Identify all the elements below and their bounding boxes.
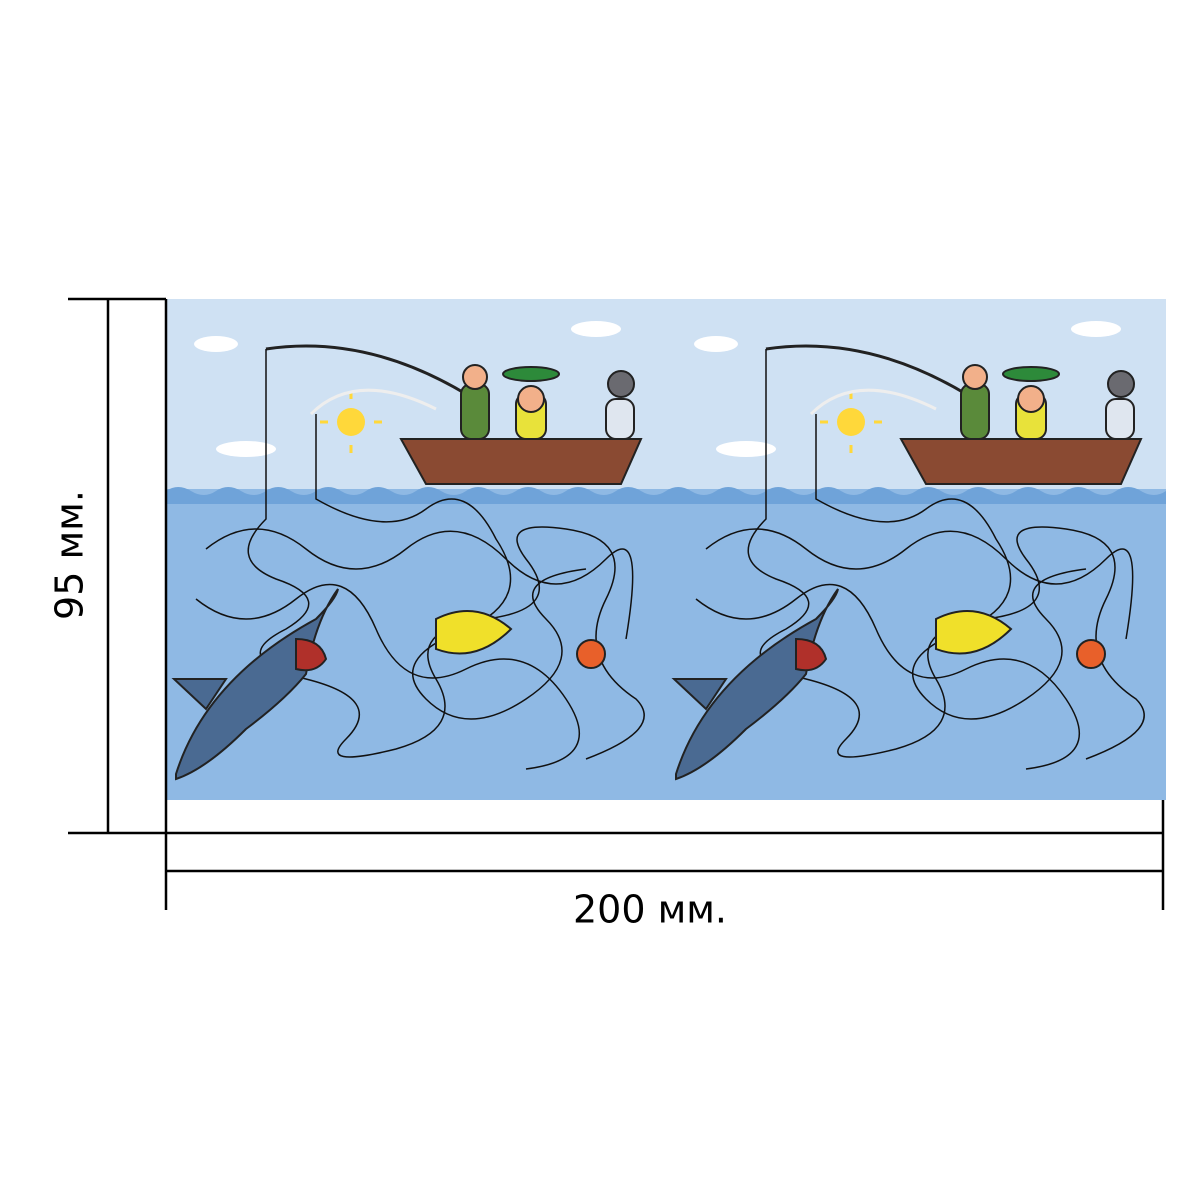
illustration (164, 297, 1168, 802)
width-dimension: 200 мм. (164, 299, 1165, 932)
height-label: 95 мм. (48, 490, 92, 620)
height-dimension: 95 мм. (48, 297, 166, 835)
width-label: 200 мм. (573, 888, 727, 932)
